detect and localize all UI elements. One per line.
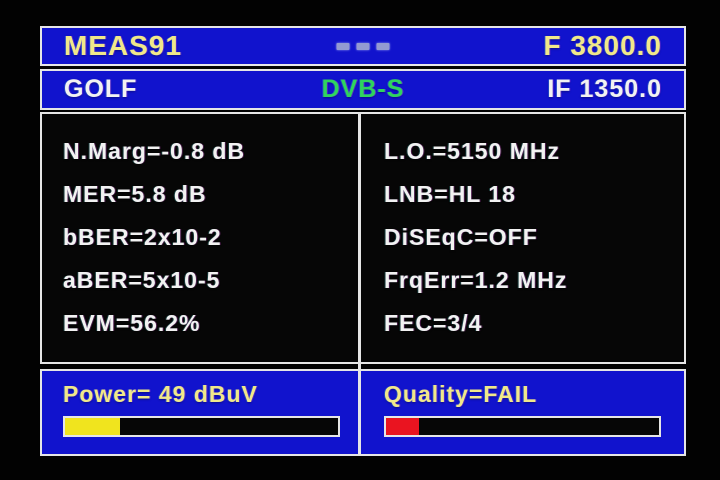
measurement-aber: aBER=5x10-5 <box>63 267 221 293</box>
measurement-nmarg: N.Marg=-0.8 dB <box>63 138 246 164</box>
quality-label: Quality=FAIL <box>384 381 538 407</box>
standard-label: DVB-S <box>321 75 405 103</box>
indicator-block-icon <box>376 43 390 50</box>
power-panel: Power= 49 dBuV <box>42 371 360 454</box>
measurement-lnb: LNB=HL 18 <box>384 181 516 207</box>
measurement-evm: EVM=56.2% <box>63 310 201 336</box>
measurement-frqerr: FrqErr=1.2 MHz <box>384 267 568 293</box>
power-label: Power= 49 dBuV <box>63 381 258 407</box>
power-bar <box>63 416 340 437</box>
if-frequency-readout: IF 1350.0 <box>547 75 662 103</box>
measurements-column-left: N.Marg=-0.8 dB MER=5.8 dB bBER=2x10-2 aB… <box>42 114 360 362</box>
measurement-bber: bBER=2x10-2 <box>63 224 222 250</box>
measurement-mer: MER=5.8 dB <box>63 181 207 207</box>
measurement-lo: L.O.=5150 MHz <box>384 138 560 164</box>
channel-name: GOLF <box>64 75 138 103</box>
power-bar-fill <box>65 418 120 435</box>
frequency-readout: F 3800.0 <box>543 30 662 61</box>
header-bar: MEAS91 F 3800.0 <box>40 26 686 66</box>
column-divider <box>358 112 361 456</box>
measurement-fec: FEC=3/4 <box>384 310 483 336</box>
status-area: Power= 49 dBuV Quality=FAIL <box>40 369 686 456</box>
indicator-block-icon <box>356 43 370 50</box>
quality-bar <box>384 416 661 437</box>
quality-bar-fill <box>386 418 419 435</box>
signal-blocks-icon <box>336 43 390 50</box>
channel-bar: GOLF DVB-S IF 1350.0 <box>40 69 686 110</box>
meter-panel: MEAS91 F 3800.0 GOLF DVB-S IF 1350.0 N.M… <box>40 26 686 456</box>
measurements-column-right: L.O.=5150 MHz LNB=HL 18 DiSEqC=OFF FrqEr… <box>363 114 684 362</box>
quality-panel: Quality=FAIL <box>363 371 684 454</box>
measurements-area: N.Marg=-0.8 dB MER=5.8 dB bBER=2x10-2 aB… <box>40 112 686 364</box>
indicator-block-icon <box>336 43 350 50</box>
measurement-diseqc: DiSEqC=OFF <box>384 224 538 250</box>
screen-title: MEAS91 <box>64 30 183 61</box>
